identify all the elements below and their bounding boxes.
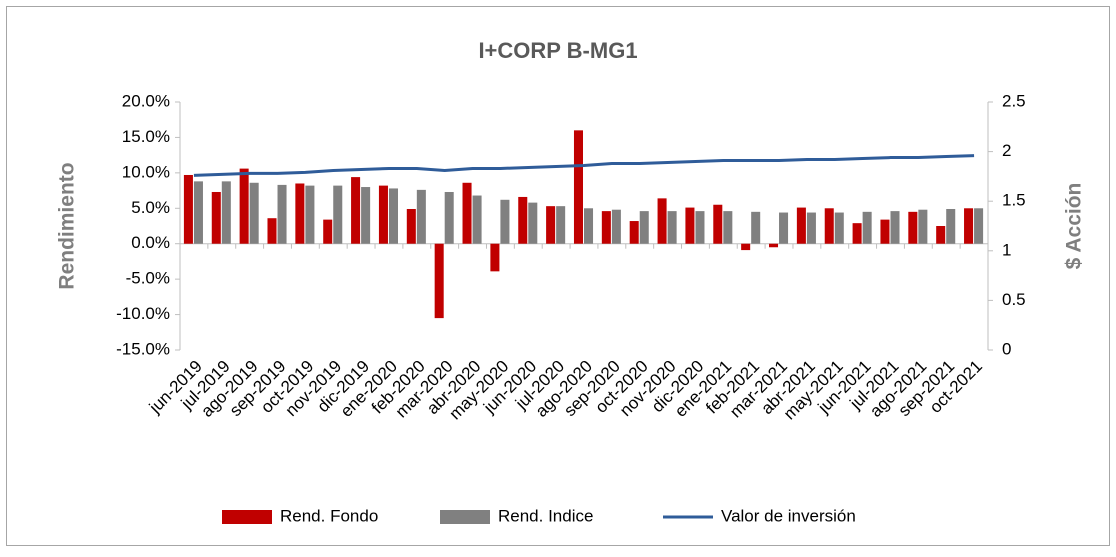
bar (361, 187, 371, 244)
bar (611, 209, 621, 244)
y-tick-label: 15.0% (122, 127, 170, 146)
bar (769, 243, 779, 248)
y-tick-label: 0.0% (131, 233, 170, 252)
bar (890, 211, 900, 244)
bar (936, 226, 946, 244)
y-tick-label: 5.0% (131, 198, 170, 217)
bar (695, 211, 705, 244)
bar (249, 182, 259, 244)
bar (193, 181, 203, 244)
bar (333, 185, 343, 244)
bar (211, 191, 221, 244)
y2-tick-label: 2 (1002, 141, 1011, 160)
bar (908, 211, 918, 244)
legend-swatch (440, 510, 490, 524)
bar (378, 185, 388, 244)
bar (546, 206, 556, 244)
bar (852, 223, 862, 244)
bar (806, 212, 816, 244)
bar (657, 198, 667, 244)
bar (305, 185, 315, 244)
y2-tick-label: 1 (1002, 240, 1011, 259)
bar (267, 218, 277, 244)
y-tick-label: 20.0% (122, 91, 170, 110)
y2-axis-label: $ Acción (1063, 183, 1086, 270)
bar (239, 168, 249, 244)
bar (834, 212, 844, 244)
line (193, 154, 975, 177)
bar (601, 211, 611, 244)
bar (323, 219, 333, 244)
bar (528, 202, 538, 244)
y-tick-label: -5.0% (126, 269, 170, 288)
legend-label: Valor de inversión (721, 506, 856, 525)
y-tick-label: -15.0% (116, 339, 170, 358)
bar (779, 212, 789, 244)
chart-title: I+CORP B-MG1 (478, 38, 637, 63)
bar (406, 208, 416, 244)
y-axis-label: Rendimiento (56, 162, 79, 289)
bar (388, 188, 398, 244)
bar (584, 208, 594, 244)
bar (472, 195, 482, 244)
chart-border (6, 6, 1110, 546)
bar (573, 130, 583, 244)
bar (183, 174, 193, 244)
legend-label: Rend. Fondo (280, 506, 378, 525)
bar (974, 208, 984, 244)
bar (723, 211, 733, 244)
bar (918, 209, 928, 244)
bar (741, 243, 751, 251)
y2-tick-label: 1.5 (1002, 191, 1026, 210)
bar (221, 181, 231, 244)
bar (964, 208, 974, 244)
bar (518, 196, 528, 244)
bar (667, 211, 677, 244)
bar (351, 177, 361, 244)
bar (444, 191, 454, 244)
legend-swatch (222, 510, 272, 524)
bar (685, 207, 695, 244)
bar (946, 208, 956, 244)
bar (295, 183, 305, 244)
y2-tick-label: 0 (1002, 339, 1011, 358)
y2-tick-label: 0.5 (1002, 290, 1026, 309)
legend-label: Rend. Indice (498, 506, 593, 525)
bar (796, 207, 806, 244)
bar (490, 243, 500, 272)
bar (862, 211, 872, 244)
bar (434, 243, 444, 319)
bar (751, 211, 761, 244)
bar (639, 211, 649, 244)
bar (416, 189, 426, 244)
bar (824, 208, 834, 244)
bar (880, 219, 890, 244)
y-tick-label: -10.0% (116, 304, 170, 323)
y-tick-label: 10.0% (122, 162, 170, 181)
y2-tick-label: 2.5 (1002, 91, 1026, 110)
bar (500, 199, 510, 244)
bar (462, 182, 472, 244)
bar (629, 221, 639, 244)
bar (277, 184, 287, 244)
bar (713, 204, 723, 244)
bar (556, 206, 566, 244)
